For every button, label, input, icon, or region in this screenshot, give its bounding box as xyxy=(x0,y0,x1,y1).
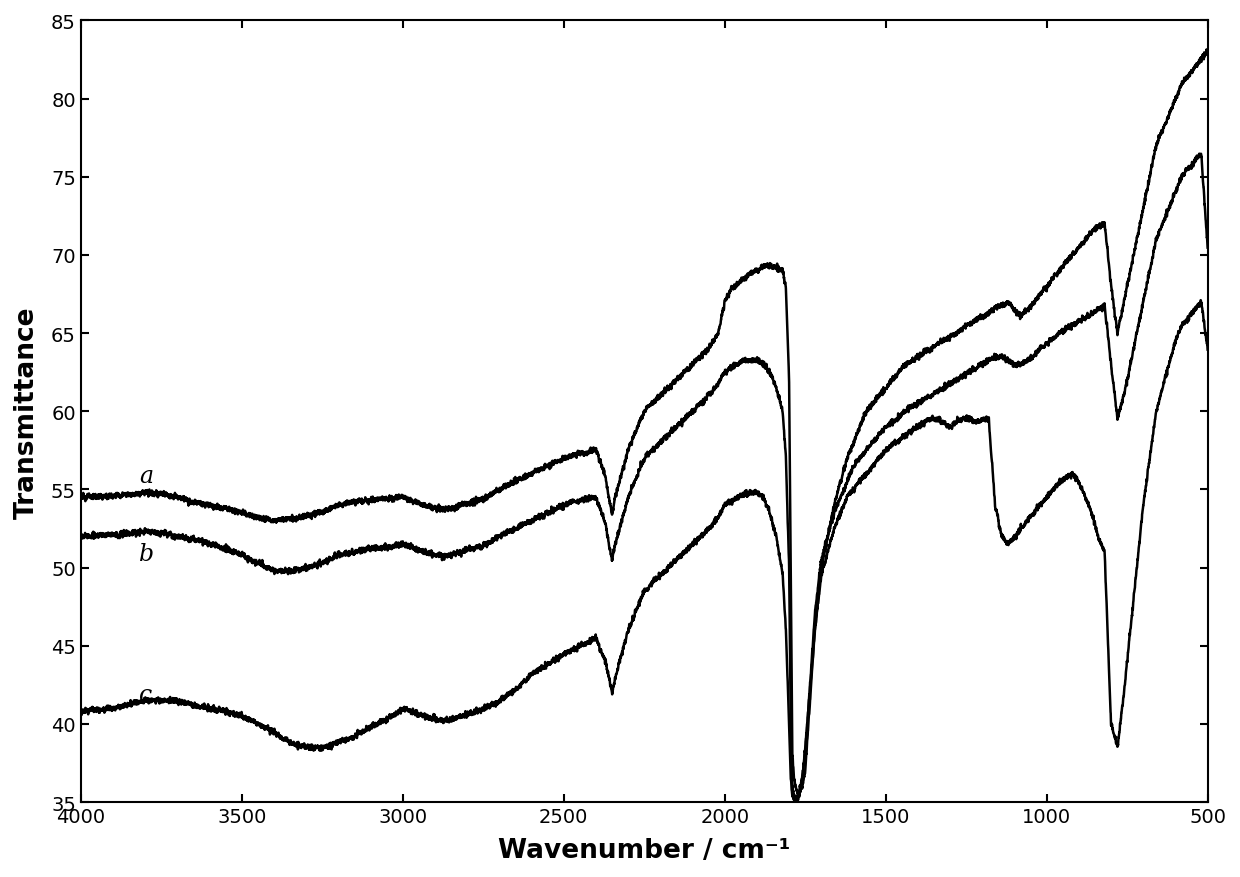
Text: b: b xyxy=(139,542,154,565)
X-axis label: Wavenumber / cm⁻¹: Wavenumber / cm⁻¹ xyxy=(498,838,790,863)
Text: c: c xyxy=(139,682,153,706)
Y-axis label: Transmittance: Transmittance xyxy=(14,306,40,518)
Text: a: a xyxy=(139,464,153,487)
